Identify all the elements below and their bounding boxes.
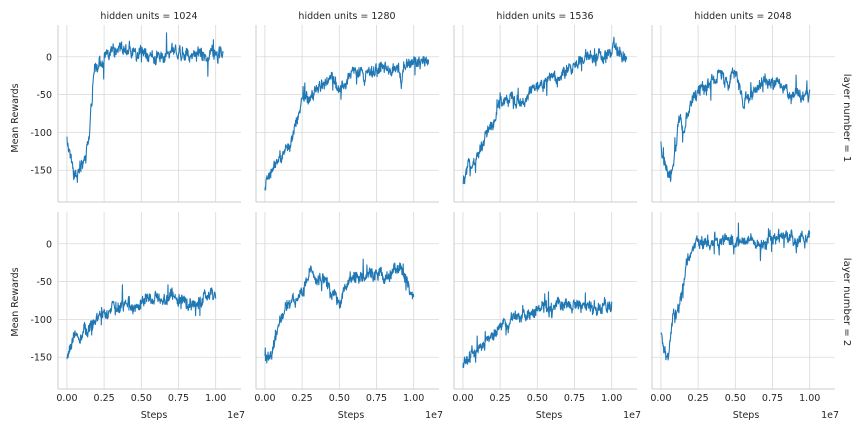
x-axis-label-col-3: Steps [536,410,563,421]
series-line [264,258,415,364]
panel-2-3: 0.00 0.25 0.50 0.75 1.00 [452,212,637,404]
col-title-2: hidden units = 1280 [298,11,395,22]
panel-2-4: 0.00 0.25 0.50 0.75 1.00 [650,212,835,404]
panel-2-1: 0 -50 -100 -150 0.00 0.25 0.50 0.75 1.00 [30,212,241,404]
series-line [66,284,217,360]
series-line [66,32,224,184]
series-line [660,67,811,182]
y-tick-label: 0 [46,52,52,63]
panels-layer: 0 -50 -100 -150 0 -50 -100 -150 0.00 0.25 0.50 0.75… [30,25,835,404]
x-offset-col-1: 1e7 [227,410,245,421]
row-label-2: layer number = 2 [841,258,852,346]
row-label-1: layer number = 1 [841,74,852,162]
y-axis-label-row-1: Mean Rewards [10,83,21,152]
series-line [660,222,811,361]
panel-2-2: 0.00 0.25 0.50 0.75 1.00 [254,212,439,404]
x-tick-label: 0.75 [168,393,189,404]
x-tick-label: 0.50 [725,393,746,404]
x-offset-col-3: 1e7 [623,410,641,421]
y-tick-label: -100 [30,315,52,326]
series-line [264,56,430,191]
y-tick-label: -50 [36,90,52,101]
x-tick-label: 0.00 [452,393,473,404]
x-tick-label: 0.75 [366,393,387,404]
x-tick-label: 0.50 [329,393,350,404]
col-title-3: hidden units = 1536 [496,11,593,22]
y-tick-label: -50 [36,277,52,288]
x-axis-label-col-4: Steps [733,410,760,421]
x-tick-label: 0.00 [56,393,77,404]
x-tick-label: 1.00 [205,393,226,404]
x-tick-label: 1.00 [601,393,622,404]
series-line [462,36,628,185]
x-tick-label: 1.00 [799,393,820,404]
x-offset-col-2: 1e7 [425,410,443,421]
panel-1-3 [453,25,637,203]
series-line [462,291,613,369]
panel-1-2 [255,25,439,203]
x-tick-label: 0.00 [254,393,275,404]
x-tick-label: 0.50 [131,393,152,404]
y-tick-label: -150 [30,166,52,177]
x-tick-label: 0.25 [688,393,709,404]
x-tick-label: 0.50 [527,393,548,404]
x-tick-label: 0.75 [762,393,783,404]
panel-1-1: 0 -50 -100 -150 [30,25,241,203]
y-tick-label: -150 [30,353,52,364]
x-tick-label: 0.25 [490,393,511,404]
x-tick-label: 0.25 [292,393,313,404]
x-tick-label: 0.75 [564,393,585,404]
col-title-4: hidden units = 2048 [694,11,791,22]
col-title-1: hidden units = 1024 [100,11,197,22]
x-axis-label-col-2: Steps [338,410,365,421]
panel-1-4 [651,25,835,203]
x-tick-label: 0.25 [94,393,115,404]
x-axis-label-col-1: Steps [141,410,168,421]
x-tick-label: 0.00 [650,393,671,404]
x-tick-label: 1.00 [403,393,424,404]
y-axis-label-row-2: Mean Rewards [10,267,21,336]
y-tick-label: -100 [30,128,52,139]
x-offset-col-4: 1e7 [821,410,839,421]
y-tick-label: 0 [46,239,52,250]
